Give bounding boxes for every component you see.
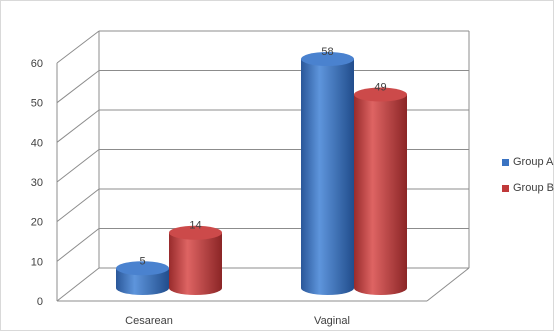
- y-tick-label: 30: [31, 177, 43, 189]
- side-gridline: [56, 70, 100, 104]
- y-tick-label: 0: [37, 296, 43, 308]
- bar: 5: [116, 255, 169, 295]
- bar-body: [354, 94, 407, 295]
- bar: 14: [169, 220, 222, 295]
- bars: 5 58 14 49: [116, 46, 407, 295]
- bar-top: [116, 261, 169, 276]
- side-gridline: [56, 188, 100, 223]
- side-gridline: [56, 109, 100, 143]
- legend: Group A Group B: [502, 154, 554, 206]
- bar-body: [169, 232, 222, 295]
- grid-layer: [56, 30, 470, 302]
- legend-item-group-a: Group A: [502, 154, 554, 170]
- y-tick-label: 50: [31, 98, 43, 110]
- bar-body: [301, 59, 354, 295]
- legend-label-group-b: Group B: [513, 182, 554, 194]
- side-gridline: [56, 228, 100, 262]
- chart-plot: 0 10 20 30 40 50 60 5 58 14 49 Cesarean Vaginal: [31, 30, 470, 327]
- data-label: 14: [189, 220, 201, 232]
- bar-top: [301, 52, 354, 66]
- side-gridline: [56, 149, 100, 183]
- data-label: 49: [374, 82, 386, 94]
- legend-item-group-b: Group B: [502, 180, 554, 196]
- data-label: 58: [321, 46, 333, 58]
- legend-swatch-group-a: [502, 158, 509, 166]
- bar-body: [116, 268, 169, 295]
- side-gridline: [56, 30, 100, 64]
- legend-label-group-a: Group A: [513, 156, 554, 168]
- y-tick-labels: 0 10 20 30 40 50 60: [31, 58, 43, 308]
- legend-swatch-group-b: [502, 184, 509, 192]
- data-label: 5: [139, 255, 145, 267]
- bar-top: [354, 87, 407, 102]
- y-tick-label: 20: [31, 217, 43, 229]
- side-gridline: [56, 267, 100, 302]
- floor-right-edge: [426, 267, 470, 302]
- bar-top: [169, 225, 222, 240]
- bar: 49: [354, 82, 407, 295]
- bar: 58: [301, 46, 354, 295]
- x-category-label: Cesarean: [125, 315, 173, 327]
- x-category-labels: Cesarean Vaginal: [125, 315, 350, 327]
- y-tick-label: 40: [31, 137, 43, 149]
- x-category-label: Vaginal: [314, 315, 350, 327]
- y-tick-label: 60: [31, 58, 43, 70]
- y-tick-label: 10: [31, 256, 43, 268]
